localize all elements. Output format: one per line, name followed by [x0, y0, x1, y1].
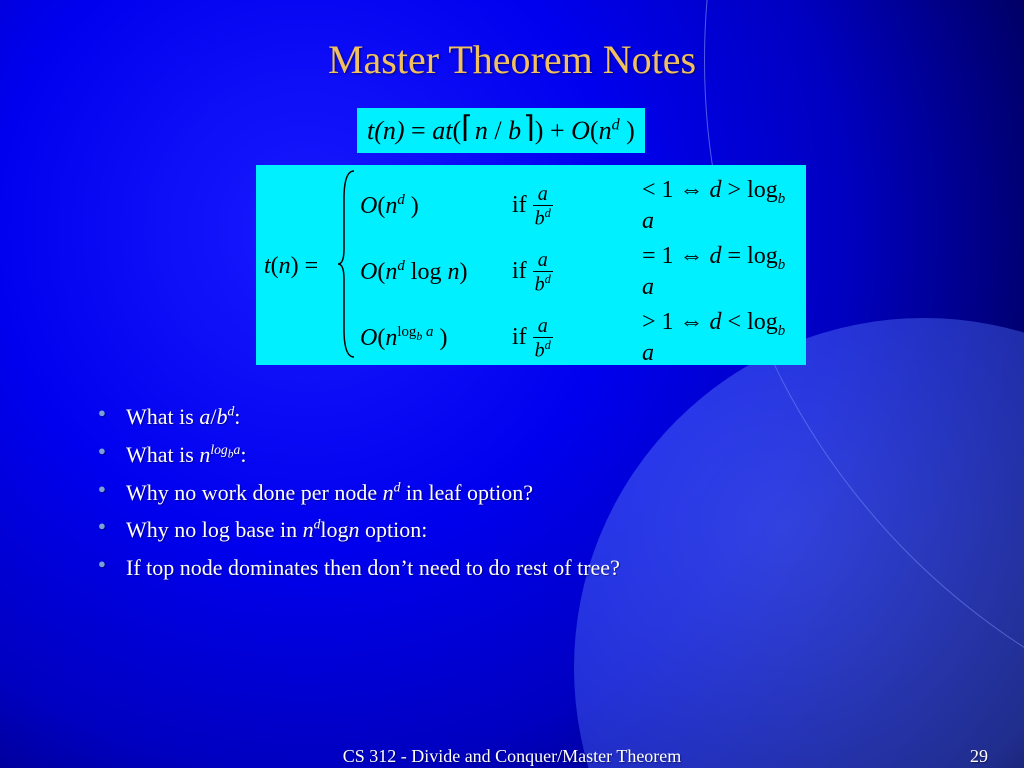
page-number: 29	[970, 746, 988, 767]
decorative-swoosh	[574, 318, 1024, 768]
slide-title: Master Theorem Notes	[0, 36, 1024, 83]
list-item: Why no work done per node nd in leaf opt…	[126, 474, 620, 512]
case-row-1: O(nd ) if abd < 1 ⇔ d > logb a	[360, 177, 796, 235]
case-row-2: O(nd log n) if abd = 1 ⇔ d = logb a	[360, 243, 796, 301]
list-item: What is nlogba:	[126, 436, 620, 474]
recurrence-formula: t(n) = at(⌈n / b⌉) + O(nd )	[357, 108, 645, 153]
cases-formula: t(n) = O(nd ) if abd < 1 ⇔ d > logb a O(…	[256, 165, 806, 365]
bullet-list: What is a/bd: What is nlogba: Why no wor…	[126, 398, 620, 587]
cases-lhs: t(n) =	[264, 253, 318, 280]
list-item: Why no log base in ndlogn option:	[126, 511, 620, 549]
decorative-arc	[704, 0, 1024, 760]
case-row-3: O(nlogb a ) if abd > 1 ⇔ d < logb a	[360, 309, 796, 367]
brace-icon	[336, 169, 358, 359]
list-item: What is a/bd:	[126, 398, 620, 436]
list-item: If top node dominates then don’t need to…	[126, 549, 620, 587]
footer-text: CS 312 - Divide and Conquer/Master Theor…	[0, 746, 1024, 767]
